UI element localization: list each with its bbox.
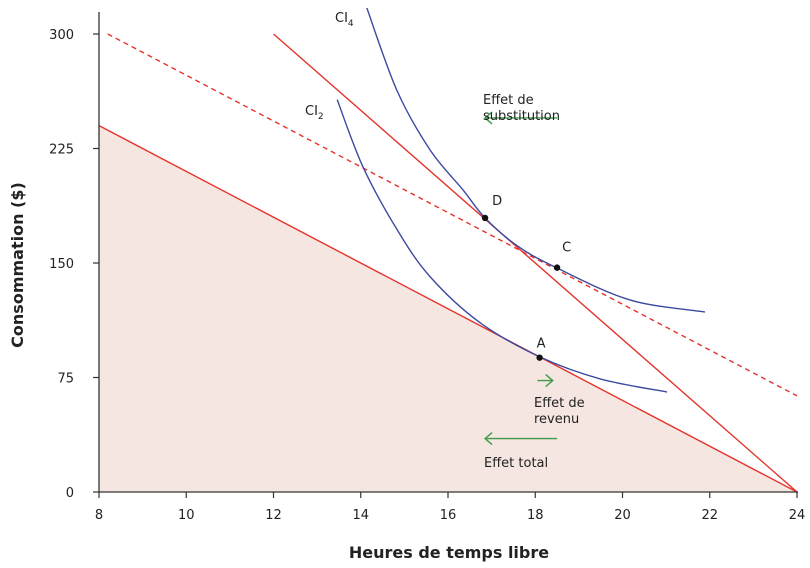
x-tick-label: 16: [440, 508, 457, 523]
budget-line: [273, 33, 798, 493]
budget-line-dashed: [107, 33, 798, 397]
indifference-curve-label: CI4: [335, 11, 354, 29]
y-tick-label: 150: [49, 257, 74, 272]
point-label: A: [537, 337, 546, 352]
x-tick-label: 8: [95, 508, 103, 523]
arrow-head-icon: [545, 374, 554, 388]
x-tick-label: 24: [789, 508, 806, 523]
x-axis-title: Heures de temps libre: [349, 543, 549, 562]
x-tick-label: 22: [701, 508, 718, 523]
point-d: [481, 214, 489, 222]
x-tick-label: 14: [352, 508, 369, 523]
x-tick-label: 20: [614, 508, 631, 523]
y-axis-title: Consommation ($): [8, 182, 27, 348]
budget-line: [99, 124, 798, 493]
point-c: [553, 264, 561, 271]
arrow-label: substitution: [483, 109, 560, 124]
point-label: C: [562, 241, 571, 256]
arrow-head-icon: [484, 432, 493, 446]
x-tick-label: 18: [527, 508, 544, 523]
point-label: D: [492, 194, 502, 209]
arrow-label: Effet de: [534, 396, 585, 411]
indifference-curve-label: CI2: [305, 104, 324, 122]
arrow-head-icon: [484, 111, 493, 125]
y-tick-label: 225: [49, 143, 74, 158]
arrow: [484, 111, 558, 125]
arrow: [537, 374, 554, 388]
x-tick-label: 12: [265, 508, 282, 523]
x-tick-label: 10: [178, 508, 195, 523]
arrow-label: Effet de: [483, 93, 534, 108]
y-tick-label: 0: [66, 486, 74, 501]
arrow: [484, 432, 558, 446]
indifference-curve: [336, 99, 668, 393]
y-tick-label: 300: [49, 28, 74, 43]
arrow-label: Effet total: [484, 456, 548, 471]
y-tick-label: 75: [57, 372, 74, 387]
arrow-label: revenu: [534, 412, 579, 427]
point-a: [536, 354, 543, 361]
